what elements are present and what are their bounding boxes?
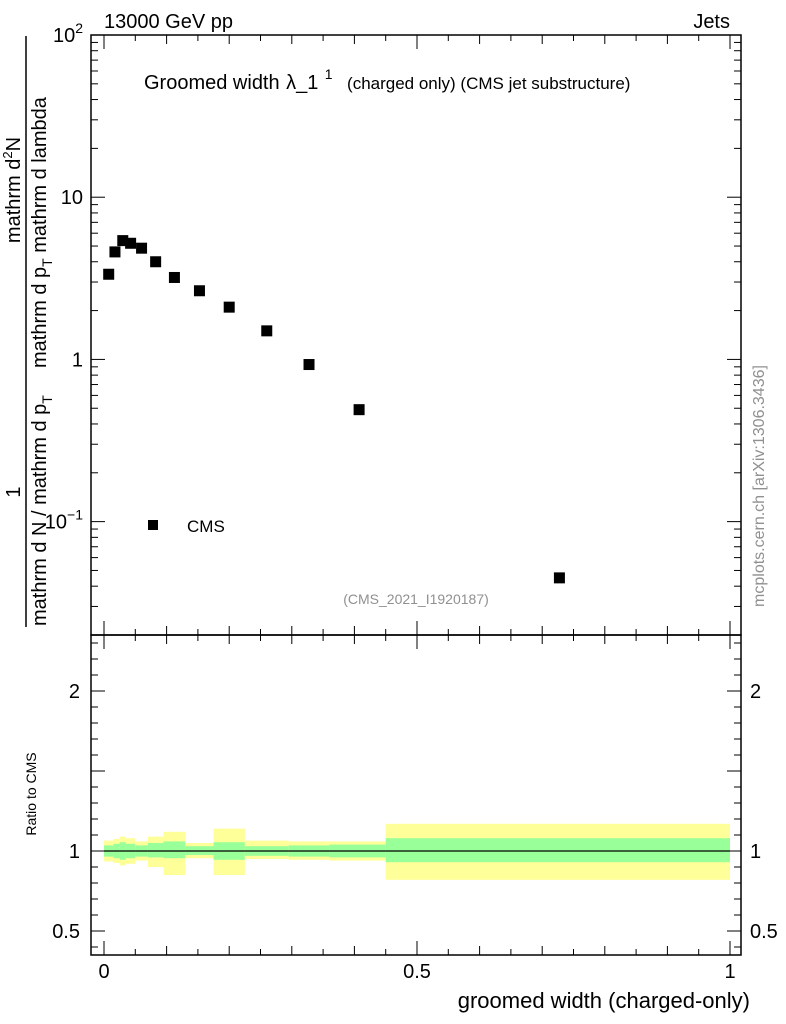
main-ytick-label-2: 1 — [72, 349, 83, 371]
ratio-ytick-label-left-0: 2 — [69, 681, 80, 703]
ratio-inner-band-12 — [385, 838, 730, 863]
x-tick-labels: 0 0.5 1 — [98, 961, 735, 983]
ylabel-prefix-den: mathrm d N / mathrm d pT — [29, 395, 55, 626]
data-point-1 — [109, 246, 121, 258]
plot-title: Groomed width λ_1 1 (charged only) (CMS … — [144, 66, 630, 94]
legend-marker — [148, 520, 158, 530]
data-point-9 — [261, 325, 273, 337]
data-point-4 — [136, 242, 148, 254]
data-point-8 — [223, 301, 235, 313]
data-point-7 — [193, 285, 205, 297]
title-main: Groomed width — [144, 72, 280, 94]
ylabel-denominator: mathrm d pT mathrm d lambda — [29, 96, 55, 368]
header-left: 13000 GeV pp — [104, 11, 233, 33]
x-axis-ticks — [103, 35, 731, 955]
data-point-11 — [353, 404, 365, 416]
title-note: (charged only) (CMS jet substructure) — [347, 74, 630, 93]
ratio-ytick-label-left-1: 1 — [69, 841, 80, 863]
main-ytick-label-0: 102 — [53, 20, 83, 47]
main-ytick-labels: 102 10 1 10−1 — [45, 20, 83, 534]
data-point-10 — [303, 359, 315, 371]
main-axis-ticks — [91, 34, 741, 636]
title-symbol: λ_1 — [286, 72, 318, 94]
ylabel-prefix-num: 1 — [3, 486, 25, 497]
ratio-ytick-labels: 2 2 1 1 0.5 0.5 — [52, 681, 778, 943]
side-credit: mcplots.cern.ch [arXiv:1306.3436] — [751, 365, 768, 607]
ylabel-numerator: mathrm d2N — [0, 137, 25, 243]
ratio-axis-ticks — [91, 642, 741, 948]
data-point-5 — [150, 256, 162, 268]
ratio-inner-band-6 — [163, 841, 186, 859]
ratio-ylabel: Ratio to CMS — [23, 752, 39, 835]
data-point-2 — [117, 235, 129, 247]
ratio-ytick-label-right-0: 2 — [750, 681, 761, 703]
ratio-ytick-label-left-2: 0.5 — [52, 921, 80, 943]
x-tick-label-2: 1 — [724, 961, 735, 983]
x-tick-label-0: 0 — [98, 961, 109, 983]
ratio-bands — [104, 823, 730, 880]
data-point-3 — [125, 237, 137, 249]
ratio-ytick-label-right-2: 0.5 — [750, 921, 778, 943]
ratio-plot-frame — [90, 634, 742, 956]
main-plot-frame — [90, 34, 742, 636]
x-axis-label: groomed width (charged-only) — [458, 988, 750, 1013]
ratio-inner-band-5 — [147, 843, 164, 858]
main-ytick-label-1: 10 — [61, 187, 83, 209]
data-point-6 — [168, 271, 180, 283]
header-right: Jets — [693, 11, 730, 33]
main-ytick-label-3: 10−1 — [45, 507, 83, 534]
title-sup: 1 — [325, 66, 333, 82]
data-point-12 — [553, 572, 565, 584]
analysis-id: (CMS_2021_I1920187) — [343, 591, 489, 607]
x-tick-label-1: 0.5 — [403, 961, 431, 983]
data-markers — [103, 235, 565, 584]
legend-label: CMS — [187, 517, 225, 536]
data-point-0 — [103, 268, 115, 280]
ratio-ytick-label-right-1: 1 — [750, 841, 761, 863]
main-ylabel: 1 mathrm d N / mathrm d pT mathrm d2N ma… — [0, 36, 55, 627]
